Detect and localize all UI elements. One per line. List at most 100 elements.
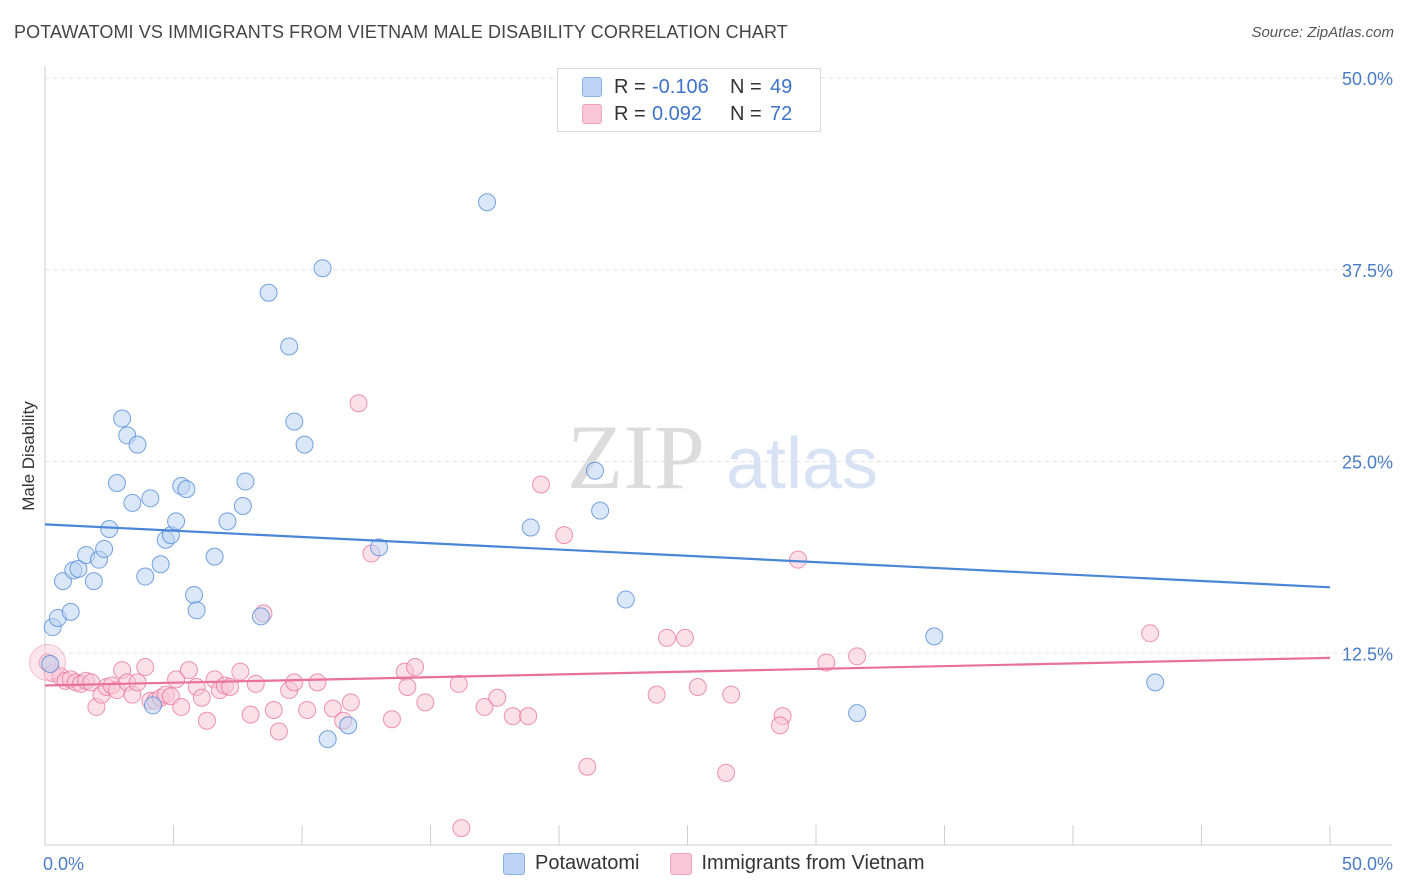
data-point (675, 628, 694, 647)
data-point (308, 673, 327, 692)
bottom-legend-label: Potawatomi (535, 852, 640, 874)
data-point (295, 435, 314, 454)
legend-r-label: R = (614, 102, 646, 125)
data-point (521, 518, 540, 537)
bottom-legend-potawatomi: Potawatomi (503, 852, 640, 875)
data-point (251, 607, 270, 626)
legend-n-label: N = (730, 75, 762, 98)
data-point (657, 628, 676, 647)
data-point (323, 699, 342, 718)
legend-swatch-blue (582, 77, 602, 97)
watermark-atlas: atlas (726, 424, 878, 504)
data-point (128, 435, 147, 454)
data-point (475, 697, 494, 716)
data-point (532, 475, 551, 494)
watermark: ZIP atlas (567, 406, 878, 508)
y-tick-label: 37.5% (1342, 261, 1393, 281)
data-point (370, 538, 389, 557)
data-point (123, 493, 142, 512)
data-point (179, 661, 198, 680)
y-tick-label: 25.0% (1342, 453, 1393, 473)
legend-n-label: N = (730, 102, 762, 125)
data-point (192, 688, 211, 707)
data-point (925, 627, 944, 646)
data-point (817, 653, 836, 672)
bottom-legend: Potawatomi Immigrants from Vietnam (503, 852, 955, 875)
data-point (151, 555, 170, 574)
data-point (197, 711, 216, 730)
legend-r-label: R = (614, 75, 646, 98)
data-point (177, 480, 196, 499)
data-point (771, 716, 790, 735)
data-point (717, 763, 736, 782)
legend-row-vietnam: R = 0.092 N = 72 (582, 102, 792, 126)
data-point (259, 283, 278, 302)
data-point (722, 685, 741, 704)
data-point (555, 526, 574, 545)
data-point (848, 704, 867, 723)
data-point (1146, 673, 1165, 692)
data-point (398, 677, 417, 696)
data-point (406, 658, 425, 677)
data-point (452, 819, 471, 838)
data-point (113, 409, 132, 428)
chart-title: POTAWATOMI VS IMMIGRANTS FROM VIETNAM MA… (14, 22, 788, 42)
y-tick-label: 12.5% (1342, 644, 1393, 664)
data-point (246, 674, 265, 693)
tick-labels: 12.5% 25.0% 37.5% 50.0% 0.0% 50.0% (43, 69, 1393, 874)
data-point (285, 673, 304, 692)
data-point (84, 572, 103, 591)
data-point (416, 693, 435, 712)
series-potawatomi-points (41, 193, 1165, 749)
data-point (143, 696, 162, 715)
data-point (280, 337, 299, 356)
data-point (167, 512, 186, 531)
gridlines (45, 77, 1392, 654)
data-point (269, 722, 288, 741)
data-point (221, 677, 240, 696)
data-point (136, 567, 155, 586)
data-point (107, 473, 126, 492)
bottom-legend-vietnam: Immigrants from Vietnam (669, 852, 925, 875)
data-point (349, 394, 368, 413)
data-point (264, 701, 283, 720)
x-tick-label: 0.0% (43, 854, 84, 874)
data-point (1141, 624, 1160, 643)
trend-lines (44, 523, 1331, 687)
data-point (185, 585, 204, 604)
data-point (341, 693, 360, 712)
data-point (318, 730, 337, 749)
data-point (69, 559, 88, 578)
data-point (578, 757, 597, 776)
y-tick-label: 50.0% (1342, 69, 1393, 89)
data-point (61, 602, 80, 621)
source-label: Source: ZipAtlas.com (1251, 24, 1394, 41)
data-point (503, 707, 522, 726)
bottom-legend-swatch-pink (669, 852, 692, 875)
data-point (187, 601, 206, 620)
data-point (172, 697, 191, 716)
legend-n-value: 72 (770, 102, 793, 125)
data-point (488, 688, 507, 707)
legend: R = -0.106 N = 49 R = 0.092 N = 72 (557, 68, 821, 132)
legend-swatch-pink (582, 104, 602, 124)
legend-r-value: 0.092 (652, 102, 703, 125)
legend-row-potawatomi: R = -0.106 N = 49 (582, 75, 792, 99)
data-point (789, 550, 808, 569)
data-point (647, 685, 666, 704)
data-point (100, 519, 119, 538)
data-point (298, 701, 317, 720)
data-point (848, 647, 867, 666)
data-point (449, 674, 468, 693)
data-point (141, 489, 160, 508)
data-point (313, 259, 332, 278)
data-point (585, 461, 604, 480)
data-point (218, 512, 237, 531)
data-point (339, 716, 358, 735)
data-point (236, 472, 255, 491)
trend-line (44, 656, 1331, 687)
data-point (95, 539, 114, 558)
data-point (41, 654, 60, 673)
data-point (688, 677, 707, 696)
